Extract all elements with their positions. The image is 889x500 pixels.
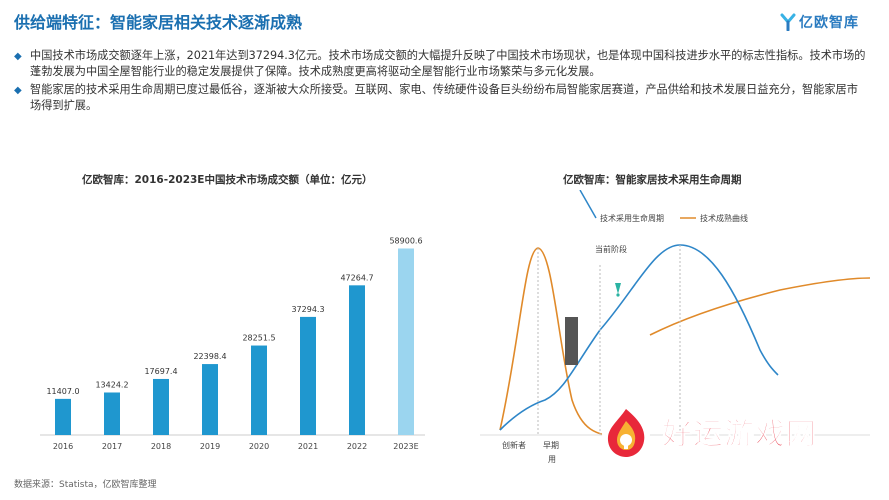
value-label-2016: 11407.0 <box>46 387 79 396</box>
current-stage-label: 当前阶段 <box>595 244 627 254</box>
x-tick-2018: 2018 <box>151 442 171 451</box>
legend-line-adoption <box>579 190 597 219</box>
brand-logo: 亿欧智库 <box>780 12 859 32</box>
fire-logo-icon <box>602 409 650 457</box>
legend-label-adoption: 技术采用生命周期 <box>600 213 664 223</box>
x-tick-2019: 2019 <box>200 442 220 451</box>
bar-2023E <box>398 248 414 435</box>
x-tick-2022: 2022 <box>347 442 367 451</box>
bullet-text: 中国技术市场成交额逐年上涨，2021年达到37294.3亿元。技术市场成交额的大… <box>30 49 866 78</box>
chasm-block <box>565 317 578 365</box>
x-tick-innovators: 创新者 <box>502 440 526 450</box>
x-tick-2023E: 2023E <box>393 442 418 451</box>
ye-logo-icon <box>780 13 796 31</box>
site-watermark: 好运游戏网 <box>598 398 878 464</box>
bar-2020 <box>251 345 267 435</box>
bullet-list: ◆ 中国技术市场成交额逐年上涨，2021年达到37294.3亿元。技术市场成交额… <box>14 48 869 116</box>
bar-2021 <box>300 316 316 435</box>
value-label-2022: 47264.7 <box>340 273 373 282</box>
lifecycle-chart-title: 亿欧智库：智能家居技术采用生命周期 <box>563 174 742 186</box>
bar-chart: 11407.0 2016 13424.2 2017 17697.4 2018 22398.4… <box>40 236 425 451</box>
diamond-icon: ◆ <box>14 51 22 62</box>
bar-2022 <box>349 285 365 435</box>
bar-2017 <box>104 392 120 435</box>
adoption-curve <box>499 244 779 431</box>
value-label-2017: 13424.2 <box>95 380 128 389</box>
value-label-2018: 17697.4 <box>144 367 177 376</box>
bar-2016 <box>55 398 71 435</box>
source-note: 数据来源：Statista，亿欧智库整理 <box>14 480 157 490</box>
x-tick-2016: 2016 <box>53 442 73 451</box>
current-stage-dot <box>616 293 620 297</box>
maturity-curve-peak <box>499 247 621 438</box>
x-tick-2017: 2017 <box>102 442 122 451</box>
bullet-item: ◆ 智能家居的技术采用生命周期已度过最低谷，逐渐被大众所接受。互联网、家电、传统… <box>14 82 869 114</box>
bar-2019 <box>202 364 218 435</box>
current-stage-marker-icon <box>615 283 621 294</box>
page-title: 供给端特征：智能家居相关技术逐渐成熟 <box>14 13 303 32</box>
maturity-curve-slope <box>649 277 871 336</box>
x-axis-label: 用 <box>548 455 556 464</box>
legend-label-maturity: 技术成熟曲线 <box>700 213 748 223</box>
x-tick-2021: 2021 <box>298 442 318 451</box>
lifecycle-chart: 技术采用生命周期 技术成熟曲线 当前阶段 创新者 早期 用 <box>480 190 871 464</box>
bullet-item: ◆ 中国技术市场成交额逐年上涨，2021年达到37294.3亿元。技术市场成交额… <box>14 48 869 80</box>
value-label-2021: 37294.3 <box>291 305 324 314</box>
watermark-text: 好运游戏网 <box>662 417 817 453</box>
bullet-text: 智能家居的技术采用生命周期已度过最低谷，逐渐被大众所接受。互联网、家电、传统硬件… <box>30 83 858 112</box>
x-tick-early: 早期 <box>543 441 559 450</box>
value-label-2023E: 58900.6 <box>389 236 422 245</box>
value-label-2019: 22398.4 <box>193 352 226 361</box>
bar-2018 <box>153 378 169 435</box>
bar-chart-title: 亿欧智库：2016-2023E中国技术市场成交额（单位：亿元） <box>82 174 373 186</box>
x-tick-2020: 2020 <box>249 442 269 451</box>
logo-text: 亿欧智库 <box>799 15 859 31</box>
diamond-icon: ◆ <box>14 85 22 96</box>
value-label-2020: 28251.5 <box>242 334 275 343</box>
